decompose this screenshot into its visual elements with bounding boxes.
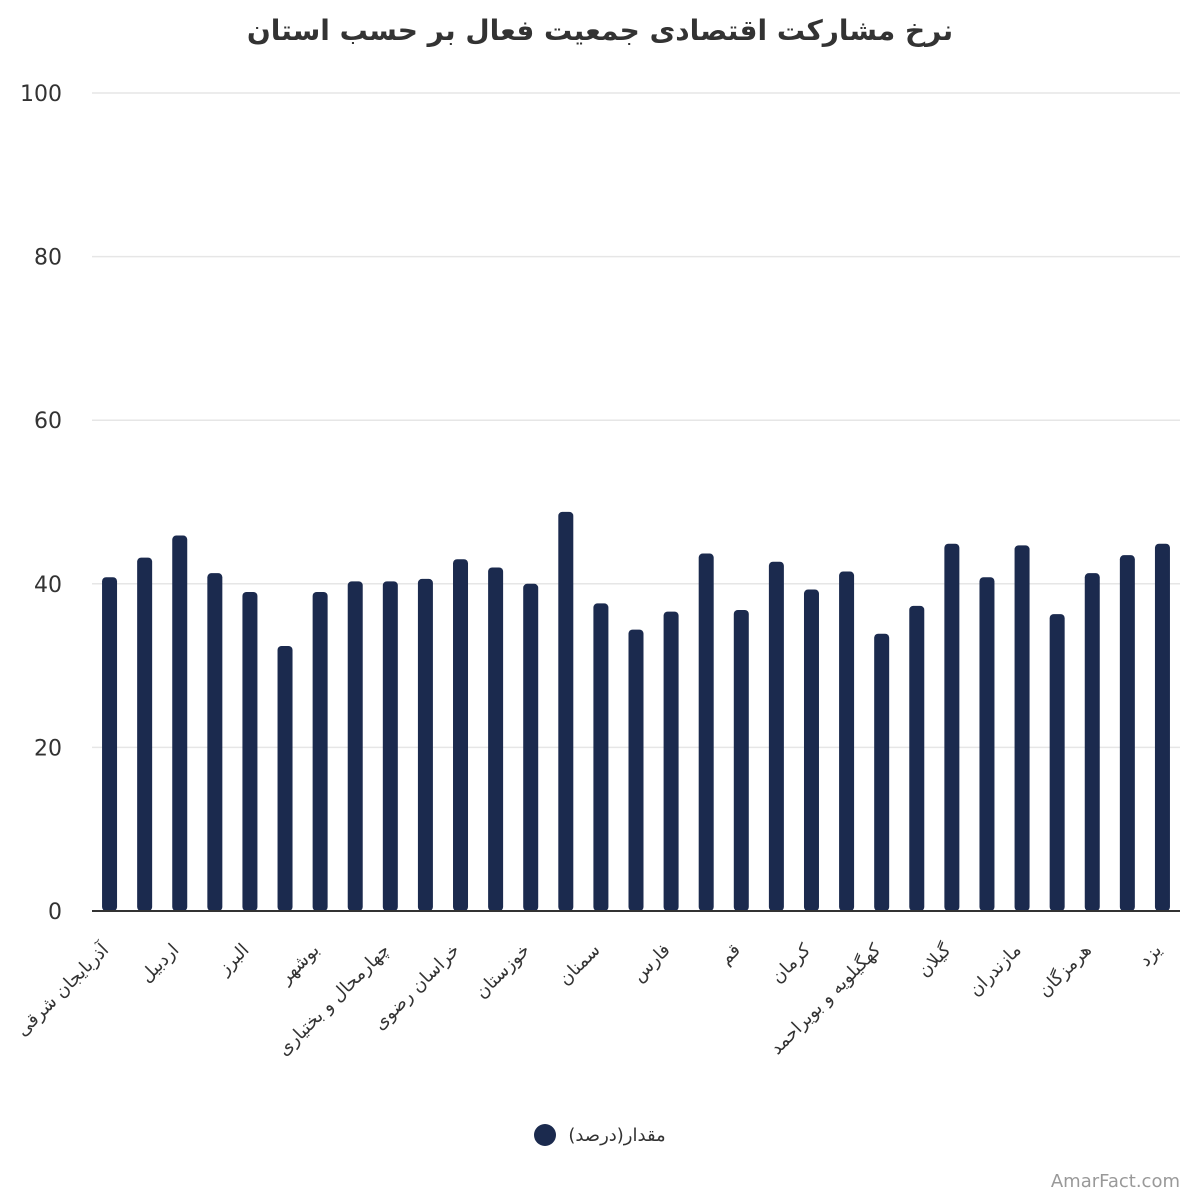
bar — [1154, 543, 1170, 911]
legend-swatch — [534, 1124, 557, 1146]
bar — [628, 629, 644, 911]
x-tick-label: آذربایجان شرقی — [11, 938, 114, 1041]
bar — [1049, 614, 1065, 911]
bar — [944, 543, 960, 911]
x-tick-label: کرمان — [767, 939, 815, 987]
bar — [207, 573, 223, 911]
bar — [663, 611, 679, 911]
x-tick-label: مازندران — [965, 940, 1026, 1001]
x-tick-label: اردبیل — [136, 940, 183, 987]
y-tick-label: 0 — [48, 900, 62, 925]
bar — [803, 589, 819, 911]
x-tick-label: بوشهر — [274, 940, 323, 989]
bar — [733, 609, 749, 911]
bar — [1084, 573, 1100, 911]
x-tick-label: هرمزگان — [1033, 939, 1095, 1001]
legend-label: مقدار(درصد) — [568, 1124, 666, 1146]
x-tick-label: گیلان — [913, 939, 956, 982]
y-tick-label: 40 — [34, 573, 62, 598]
bar — [488, 567, 504, 911]
x-tick-label: خوزستان — [471, 940, 534, 1003]
bar — [242, 591, 258, 911]
y-tick-label: 100 — [20, 82, 62, 107]
bar — [768, 561, 784, 911]
y-tick-label: 80 — [34, 246, 62, 271]
x-tick-label: یزد — [1135, 940, 1166, 971]
x-tick-label: قم — [715, 940, 744, 969]
x-tick-label: البرز — [213, 940, 253, 980]
x-tick-label: سمنان — [554, 940, 604, 990]
x-tick-label: فارس — [628, 940, 675, 987]
bar — [417, 578, 433, 911]
y-tick-label: 20 — [34, 736, 62, 761]
bar — [909, 605, 925, 911]
bar — [382, 581, 398, 911]
bar — [523, 583, 539, 911]
bar — [137, 557, 153, 911]
watermark: AmarFact.com — [1050, 1171, 1180, 1192]
bar — [698, 553, 714, 911]
bar — [312, 591, 328, 911]
bar — [558, 511, 574, 911]
bar — [347, 581, 363, 911]
bar — [453, 559, 469, 911]
bar — [979, 577, 995, 911]
bar — [593, 603, 609, 911]
bar — [102, 577, 118, 911]
bar — [839, 571, 855, 911]
bar — [874, 633, 890, 911]
chart-title: نرخ مشارکت اقتصادی جمعیت فعال بر حسب است… — [246, 14, 954, 47]
bar — [172, 535, 188, 911]
bar — [1119, 555, 1135, 911]
y-tick-label: 60 — [34, 409, 62, 434]
legend[interactable]: مقدار(درصد) — [0, 1124, 1200, 1146]
bar — [1014, 545, 1030, 911]
bar — [277, 645, 293, 911]
